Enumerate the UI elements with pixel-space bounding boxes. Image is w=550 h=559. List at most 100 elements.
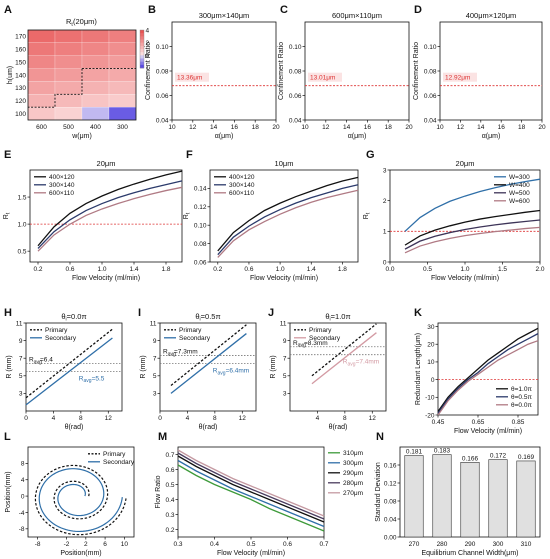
panel-b-xtick-label: 20 (272, 124, 280, 131)
panel-a-ytick-label: 100 (15, 111, 26, 118)
panel-i-xtick-label: 4 (186, 415, 190, 422)
panel-a-colorbar-segment (140, 42, 144, 47)
panel-j-ytick-label: 7 (283, 356, 287, 363)
panel-e: E 0.2 0.6 1.0 1.4 1.8 0.5 1.0 1.5 20μm Flow Veloci… (3, 149, 183, 282)
panel-m-ytick-label: 0.2 (165, 527, 174, 534)
panel-h-ytick-label: 5 (19, 373, 23, 380)
panel-m-series-1-line (177, 459, 325, 528)
panel-g-legend-label: W=600 (509, 198, 530, 205)
panel-e-xtick-label: 1.4 (129, 266, 138, 273)
panel-a-heatmap-cell (54, 29, 83, 43)
panel-l-ytick-label: -8 (19, 526, 25, 533)
panel-g-series-0-line (404, 178, 541, 232)
panel-j-series-0-line (311, 323, 377, 377)
panel-h-annotation-primary: Ravg (29, 356, 42, 365)
panel-j-ytick-label: 5 (283, 373, 287, 380)
panel-h-annotation-secondary: Ravg=5.5 (79, 375, 105, 384)
panel-g-legend-label: W=400 (509, 182, 530, 189)
panel-a-heatmap-cell (108, 42, 137, 56)
panel-d-axes-frame (439, 21, 543, 121)
panel-f-ytick-label: 0.14 (194, 186, 207, 193)
panel-k: K 0.45 0.65 0.85 -20 -10 0 10 20 30 Flow Velocity … (414, 307, 539, 435)
panel-k-series-0-line (437, 327, 539, 412)
panel-j-series-1-line (311, 332, 377, 385)
panel-g-xtick-label: 2.0 (535, 266, 544, 273)
panel-e-xtick-label: 0.6 (65, 266, 74, 273)
panel-i-annotation-primary-value: =7.3mm (174, 349, 198, 356)
panel-j-ytick-label: 9 (283, 338, 287, 345)
panel-e-axes-frame (29, 169, 183, 263)
panel-d: D 12.92μm 10 12 14 16 18 20 0.04 0.06 0.08 0.10 400μ… (413, 4, 546, 140)
panel-g-series-3-line (404, 226, 541, 254)
panel-f-legend-label: 300×140 (229, 182, 255, 189)
panel-j-legend-label: Primary (309, 327, 332, 334)
panel-a-heatmap-cell (81, 42, 110, 56)
panel-d-ytick-label: 0.10 (424, 44, 437, 51)
panel-g-xtick-label: 1.0 (460, 266, 469, 273)
panel-n-ytick-label: 0.16 (384, 462, 397, 469)
panel-c: C 13.01μm 10 12 14 16 18 20 0.04 0.06 0.08 0.10 600μ… (278, 4, 413, 140)
panel-l-ytick-label: 4 (21, 477, 25, 484)
panel-l-ytick-label: 8 (21, 461, 25, 468)
panel-l-axes-frame (27, 446, 135, 538)
panel-a-colorbar-segment (140, 61, 144, 66)
panel-a-heatmap-cell (27, 42, 56, 56)
panel-c-xtick-label: 20 (405, 124, 413, 131)
panel-h-xtick-label: 4 (52, 415, 56, 422)
panel-c-xtick-label: 12 (322, 124, 330, 131)
panel-a: A 170 160 150 140 130 120 100 600 500 400 300 Rt (20μ… (4, 4, 150, 140)
panel-c-ylabel: Confinement Ratio (278, 42, 285, 100)
panel-n-xtick-label: 290 (465, 541, 476, 548)
panel-g-title: 20μm (456, 159, 475, 168)
panel-m-legend-label: 310μm (343, 450, 363, 457)
panel-n-ylabel: Standard Deviation (375, 462, 382, 522)
panel-k-ytick-label: -10 (425, 395, 435, 402)
panel-n-bar (432, 454, 452, 538)
panel-j-legend-label: Secondary (309, 335, 341, 342)
panel-a-colorbar-segment (140, 55, 144, 59)
panel-a-colorbar-segment (140, 33, 144, 37)
panel-k-ylabel: Redundant Length(μm) (415, 333, 422, 405)
panel-m-ytick-label: 0.4 (165, 497, 174, 504)
panel-f-axes-frame (209, 169, 359, 263)
panel-c-ytick-label: 0.06 (289, 93, 302, 100)
panel-h-ytick-label: 3 (19, 391, 23, 398)
panel-d-xtick-label: 10 (436, 124, 444, 131)
panel-a-heatmap-cell (81, 107, 110, 121)
panel-b-annotation-bg (175, 72, 209, 82)
panel-c-xlabel: α(μm) (348, 133, 367, 140)
panel-f-xtick-label: 1.4 (307, 266, 316, 273)
panel-m-xtick-label: 0.4 (210, 541, 219, 548)
panel-h-ytick-label: 7 (19, 356, 23, 363)
panel-m-series-4-line (177, 449, 325, 517)
panel-h: H 0 4 8 12 3 5 7 9 11 θi=0.0π θ(rad) R (mm) PrimarySe… (4, 307, 123, 431)
panel-n-bar (488, 459, 508, 538)
panel-c-axes-frame (304, 21, 410, 121)
panel-h-ytick-label: 9 (19, 338, 23, 345)
panel-m-ytick-label: 0.3 (165, 512, 174, 519)
panel-a-heatmap-cell (54, 55, 83, 69)
panel-n-ytick-label: 0.08 (384, 498, 397, 505)
panel-i-ylabel: R (mm) (140, 355, 147, 378)
panel-i-title: θi=0.5π (195, 312, 220, 323)
panel-a-ytick-label: 160 (15, 47, 26, 54)
panel-label-N: N (376, 431, 384, 443)
panel-b-title: 300μm×140μm (199, 11, 250, 20)
panel-m-series-2-line (177, 455, 325, 523)
panel-f-title: 10μm (275, 159, 294, 168)
panel-a-heatmap-cell (108, 29, 137, 43)
panel-e-series-0-line (37, 170, 183, 247)
panel-a-heatmap-cell (108, 94, 137, 108)
panel-g-xtick-label: 1.5 (498, 266, 507, 273)
panel-n-ytick-label: 0.04 (384, 516, 397, 523)
panel-label-I: I (138, 307, 141, 319)
panel-e-legend-label: 400×120 (49, 174, 75, 181)
panel-f-ytick-label: 0.08 (194, 241, 207, 248)
panel-f-ytick-label: 0.12 (194, 204, 207, 211)
panel-c-xtick-label: 18 (385, 124, 393, 131)
panel-a-xlabel: w(μm) (71, 133, 92, 140)
panel-g-ylabel: Rt (363, 212, 372, 219)
panel-a-heatmap-cell (81, 55, 110, 69)
panel-h-axes-frame (25, 322, 123, 412)
panel-j-title: θi=1.0π (325, 312, 350, 323)
